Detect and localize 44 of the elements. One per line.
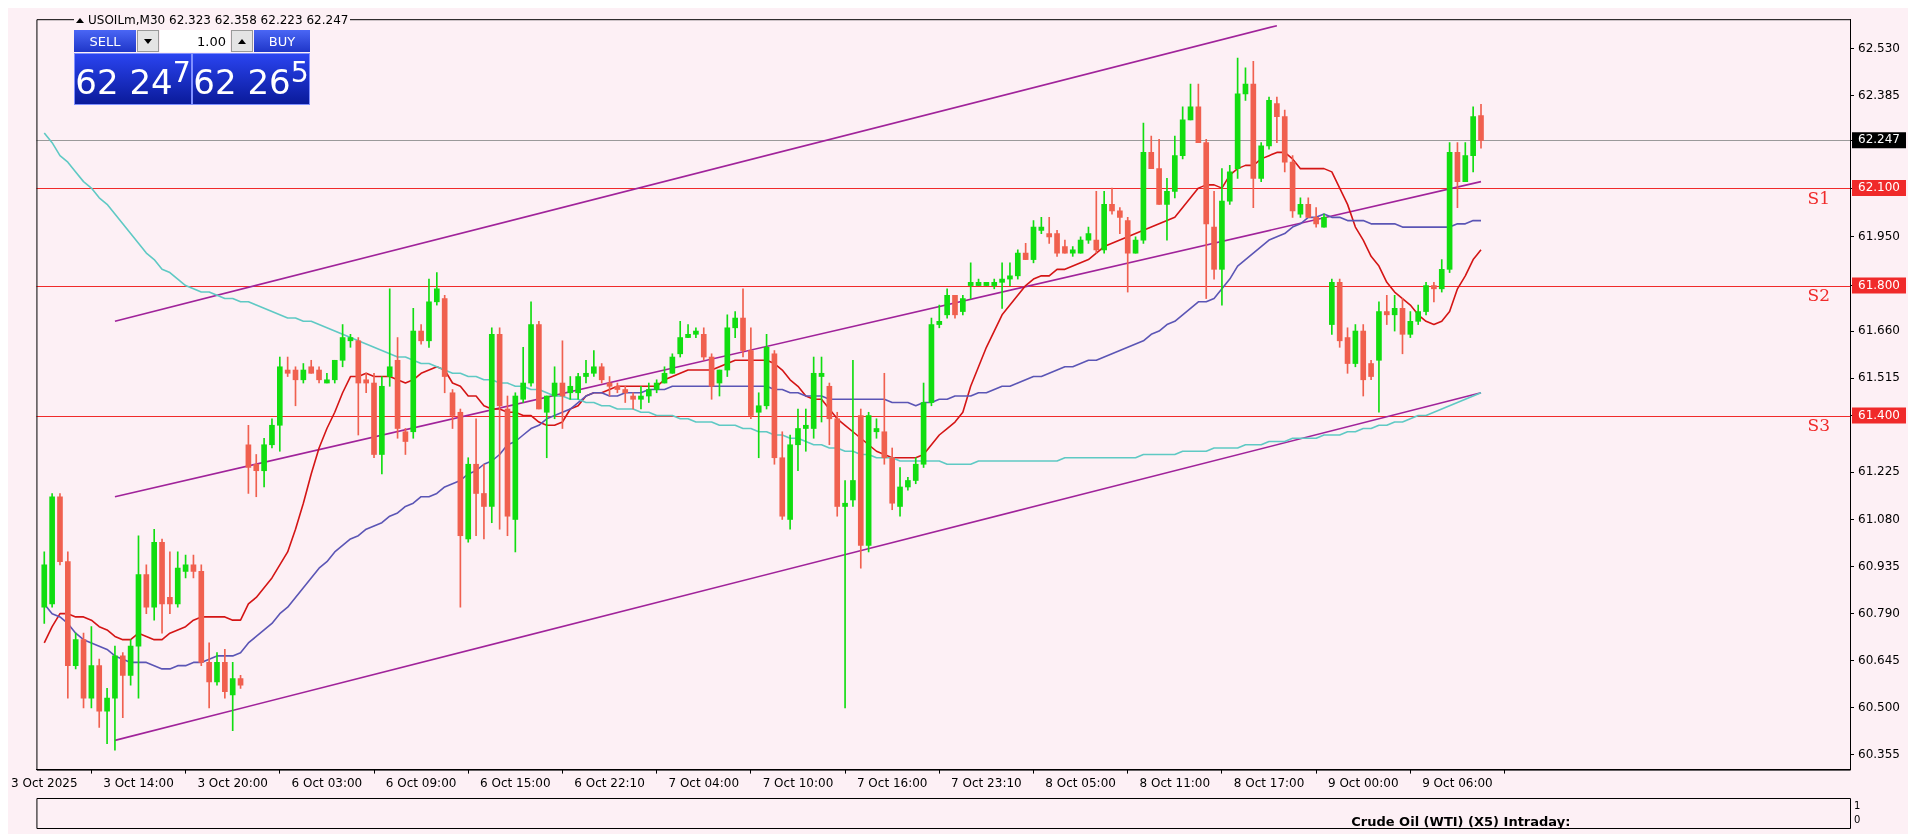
chart-title: USOILm,M30 62.323 62.358 62.223 62.247 [88, 13, 349, 27]
x-tick-label: 8 Oct 11:00 [1139, 775, 1211, 790]
y-tick-label: 62.100 [1858, 180, 1900, 195]
y-tick-label: 61.400 [1858, 407, 1900, 422]
ref-line-label: S2 [1807, 285, 1830, 306]
y-tick-label: 61.080 [1858, 511, 1900, 526]
y-tick-label: 62.385 [1858, 87, 1900, 102]
x-tick-label: 6 Oct 22:10 [574, 775, 645, 790]
y-tick-label: 61.660 [1858, 323, 1900, 338]
x-tick-label: 6 Oct 15:00 [480, 775, 551, 790]
y-tick-label: 61.800 [1858, 277, 1900, 292]
y-tick-label: 60.790 [1858, 605, 1900, 620]
lot-size-field: 1.00 [160, 30, 230, 52]
x-tick-label: 8 Oct 17:00 [1233, 775, 1305, 790]
sell-button: SELL [74, 30, 136, 52]
bid-price-box: 62 24$^{7}$ [74, 53, 192, 105]
y-tick-label: 60.935 [1858, 558, 1900, 573]
x-tick-label: 7 Oct 23:10 [951, 775, 1022, 790]
x-tick-label: 9 Oct 00:00 [1327, 775, 1399, 790]
text: 1 [1854, 799, 1861, 811]
x-tick-label: 3 Oct 14:00 [103, 775, 174, 790]
x-tick-label: 8 Oct 05:00 [1045, 775, 1116, 790]
ref-line-label: S1 [1807, 188, 1830, 209]
x-tick-label: 3 Oct 20:00 [197, 775, 268, 790]
x-tick-label: 6 Oct 09:00 [385, 775, 457, 790]
y-tick-label: 61.225 [1858, 464, 1900, 479]
x-tick-label: 9 Oct 06:00 [1422, 775, 1493, 790]
text: 0 [1854, 813, 1861, 825]
y-tick-label: 60.645 [1858, 652, 1900, 667]
x-tick-label: 7 Oct 04:00 [668, 775, 740, 790]
y-tick-label: 61.950 [1858, 228, 1900, 243]
x-tick-label: 7 Oct 16:00 [856, 775, 928, 790]
x-tick-label: 6 Oct 03:00 [291, 775, 363, 790]
ask-price-box: 62 26$^{5}$ [192, 53, 310, 105]
text: Crude Oil (WTI) (X5) Intraday: [1351, 813, 1571, 829]
y-tick-label: 61.515 [1858, 370, 1900, 385]
buy-button: BUY [254, 30, 310, 52]
y-tick-label: 60.355 [1858, 747, 1900, 762]
ref-line-label: S3 [1807, 415, 1830, 436]
y-tick-label: 62.530 [1858, 40, 1900, 55]
x-tick-label: 3 Oct 2025 [10, 775, 78, 790]
y-tick-label: 62.247 [1858, 132, 1900, 147]
x-tick-label: 7 Oct 10:00 [762, 775, 834, 790]
y-tick-label: 60.500 [1858, 700, 1900, 714]
